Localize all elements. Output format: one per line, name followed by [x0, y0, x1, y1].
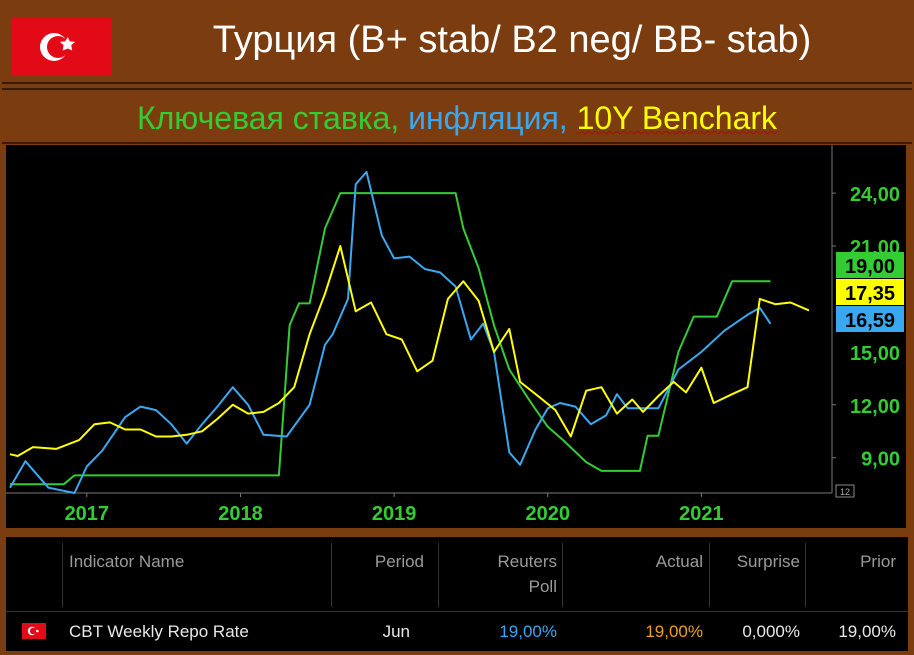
subtitle-inflation: инфляция,	[408, 100, 568, 136]
subtitle-band: Ключевая ставка, инфляция, 10Y Benchark	[2, 88, 912, 144]
x-tick-label: 2018	[218, 503, 263, 525]
row-surprise: 0,000%	[742, 622, 800, 641]
axis-corner-label: 12	[840, 487, 850, 497]
row-indicator[interactable]: CBT Weekly Repo Rate	[69, 622, 249, 641]
header-indicator: Indicator Name	[69, 552, 185, 571]
axis-corner-box	[835, 484, 855, 498]
column-divider	[709, 543, 710, 607]
y-tick-label: 12,00	[850, 396, 900, 418]
x-tick-label: 2017	[65, 503, 110, 525]
turkey-flag-icon	[12, 18, 112, 76]
last-value-label-inflation: 16,59	[845, 310, 895, 332]
header-actual: Actual	[655, 552, 703, 571]
row-divider	[6, 611, 908, 612]
subtitle-bench: 10Y Benchark	[576, 100, 778, 136]
title-band: Турция (B+ stab/ B2 neg/ BB- stab)	[2, 2, 912, 84]
row-actual: 19,00%	[645, 622, 703, 641]
series-rate-line	[10, 192, 771, 486]
last-value-label-bench: 17,35	[845, 283, 895, 305]
line-chart: 24,0021,0012,009,0015,0019,0017,3516,592…	[6, 145, 904, 525]
y-tick-label: 24,00	[850, 184, 900, 206]
series-inflation-line	[9, 170, 772, 494]
turkey-flag-icon	[22, 623, 46, 639]
column-divider	[331, 543, 332, 607]
y-tick-label: 15,00	[850, 343, 900, 365]
chart-area: 24,00 21,00 12,00 9,00 15,00 19,00 17,35 16,59 2…	[6, 145, 906, 528]
row-period: Jun	[382, 622, 410, 641]
last-value-badge-bench	[836, 279, 904, 305]
column-divider	[562, 543, 563, 607]
page-title: Турция (B+ stab/ B2 neg/ BB- stab)	[212, 19, 812, 61]
subtitle-rate: Ключевая ставка,	[136, 100, 400, 136]
header-prior: Prior	[860, 552, 896, 571]
series-bench-line	[9, 245, 810, 457]
x-tick-label: 2019	[372, 503, 417, 525]
last-value-label-rate: 19,00	[845, 256, 895, 278]
x-tick-label: 2021	[679, 503, 724, 525]
header-poll-line1: Reuters	[497, 552, 557, 571]
last-value-badge-inflation	[836, 306, 904, 332]
row-poll: 19,00%	[499, 622, 557, 641]
column-divider	[62, 543, 63, 607]
chart-subtitle: Ключевая ставка, инфляция, 10Y Benchark	[2, 98, 912, 138]
x-tick-label: 2020	[526, 503, 571, 525]
header-period: Period	[374, 552, 424, 571]
header-poll-line2: Poll	[528, 577, 557, 596]
column-divider	[805, 543, 806, 607]
row-prior: 19,00%	[838, 622, 896, 641]
header-surprise: Surprise	[736, 552, 800, 571]
last-value-badge-rate	[836, 252, 904, 278]
indicator-table: Indicator Name Period Reuters Poll Actua…	[6, 537, 908, 651]
y-tick-label: 9,00	[861, 449, 900, 471]
column-divider	[438, 543, 439, 607]
